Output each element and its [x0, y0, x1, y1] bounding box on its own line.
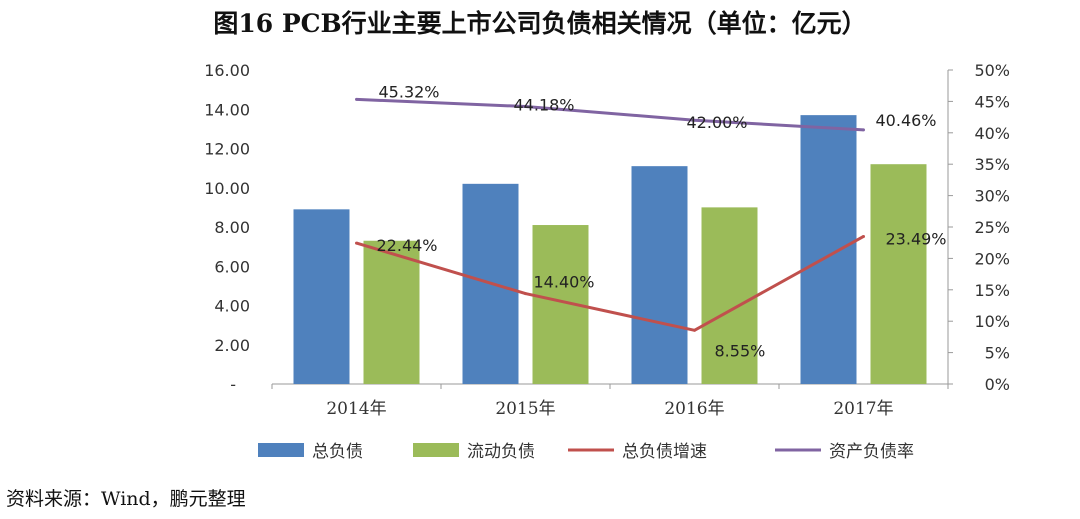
y-axis-right-tick-label: 40% — [974, 124, 1010, 143]
bar-total-liabilities — [800, 115, 857, 384]
y-axis-right-tick-label: 0% — [985, 375, 1010, 394]
y-axis-right-tick-label: 25% — [974, 218, 1010, 237]
chart-title: 图16 PCB行业主要上市公司负债相关情况（单位：亿元） — [213, 9, 867, 38]
y-axis-right-tick-label: 30% — [974, 187, 1010, 206]
data-label-growth-rate: 14.40% — [534, 273, 595, 292]
bar-current-liabilities — [870, 164, 927, 384]
bar-current-liabilities — [701, 207, 758, 384]
data-label-debt-ratio: 40.46% — [876, 111, 937, 130]
point-debt-ratio — [524, 105, 527, 109]
x-axis-tick-label: 2017年 — [833, 399, 893, 419]
chart-axes: - 2.00 4.00 6.00 8.00 10.00 12.00 14.00 16.00 0% 5… — [204, 61, 1010, 419]
point-debt-ratio — [693, 118, 696, 122]
bar-total-liabilities — [631, 166, 688, 384]
source-note: 资料来源：Wind，鹏元整理 — [6, 488, 246, 510]
chart-data-labels: 22.44% 14.40% 8.55% 23.49% 45.32% 44.18% 42.00… — [377, 82, 947, 360]
y-axis-left-tick-label: 12.00 — [204, 140, 250, 159]
y-axis-right-tick-label: 5% — [985, 344, 1010, 363]
line-growth-rate — [356, 235, 865, 332]
data-label-growth-rate: 22.44% — [377, 236, 438, 255]
legend-label: 总负债增速 — [622, 442, 707, 462]
legend-swatch — [413, 443, 459, 457]
data-label-growth-rate: 8.55% — [715, 341, 766, 360]
y-axis-right-tick-label: 35% — [974, 155, 1010, 174]
x-axis-tick-label: 2016年 — [664, 399, 724, 419]
point-growth-rate — [524, 292, 527, 296]
y-axis-left-tick-label: - — [230, 375, 236, 394]
data-label-growth-rate: 23.49% — [886, 229, 947, 248]
y-axis-right-tick-label: 15% — [974, 281, 1010, 300]
y-axis-left-tick-label: 8.00 — [214, 218, 250, 237]
y-axis-left-tick-label: 14.00 — [204, 100, 250, 119]
y-axis-right-tick-label: 45% — [974, 92, 1010, 111]
chart-legend: 总负债 流动负债 总负债增速 资产负债率 — [258, 442, 914, 462]
legend-label: 总负债 — [312, 442, 363, 462]
point-growth-rate — [862, 234, 865, 238]
point-growth-rate — [355, 241, 358, 245]
x-axis-tick-label: 2015年 — [495, 399, 555, 419]
y-axis-right-tick-label: 50% — [974, 61, 1010, 80]
data-label-debt-ratio: 44.18% — [514, 96, 575, 115]
y-axis-left-tick-label: 2.00 — [214, 336, 250, 355]
y-axis-left-tick-label: 10.00 — [204, 179, 250, 198]
legend-swatch — [258, 443, 304, 457]
y-axis-left-tick-label: 6.00 — [214, 257, 250, 276]
chart-lines — [355, 97, 865, 332]
y-axis-right-tick-label: 10% — [974, 312, 1010, 331]
line-debt-ratio — [356, 97, 864, 132]
point-debt-ratio — [862, 128, 865, 132]
x-axis-tick-label: 2014年 — [326, 399, 386, 419]
bar-total-liabilities — [293, 209, 350, 384]
point-growth-rate — [693, 328, 696, 332]
point-debt-ratio — [355, 97, 358, 101]
y-axis-left-tick-label: 4.00 — [214, 297, 250, 316]
data-label-debt-ratio: 45.32% — [379, 82, 440, 101]
y-axis-left-tick-label: 16.00 — [204, 61, 250, 80]
y-axis-right-tick-label: 20% — [974, 249, 1010, 268]
legend-label: 资产负债率 — [829, 442, 914, 462]
legend-label: 流动负债 — [467, 442, 535, 462]
bar-current-liabilities — [363, 240, 420, 384]
data-label-debt-ratio: 42.00% — [687, 113, 748, 132]
